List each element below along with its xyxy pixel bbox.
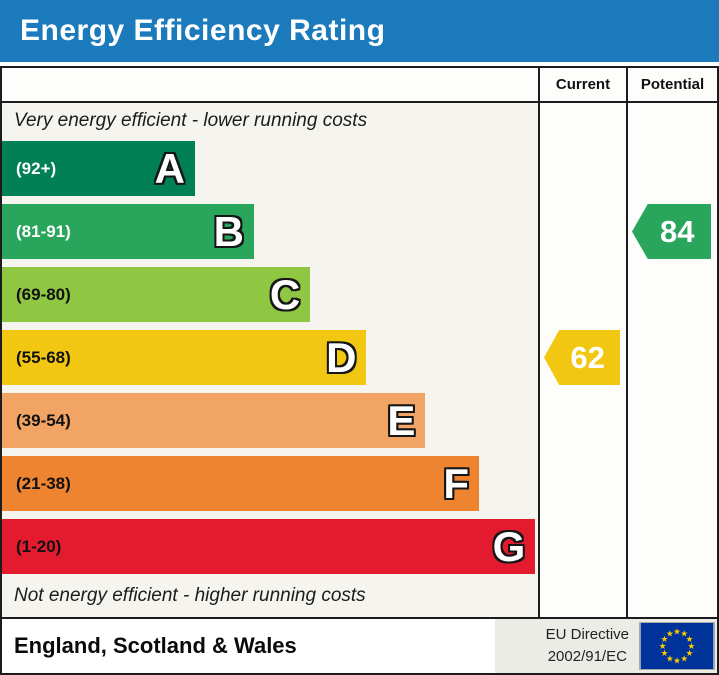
band-letter: D [326,333,357,381]
bottom-note: Not energy efficient - higher running co… [14,584,366,606]
band-range-label: (92+) [16,158,57,178]
potential-column-header: Potential [628,68,717,103]
potential-rating-column: 84 [628,103,717,619]
header-spacer-cell [2,68,540,103]
band-range-label: (69-80) [16,284,71,304]
band-letter: E [387,396,416,444]
svg-text:★: ★ [686,649,694,659]
band-bar: (39-54) E [2,393,426,448]
band-list: (92+) A (81-91) B (69-80) C (55-68) D (3… [2,141,538,574]
current-rating-arrow: 62 [544,330,620,385]
region-label: England, Scotland & Wales [14,633,297,658]
title-bar: Energy Efficiency Rating [0,0,719,62]
band-range-label: (1-20) [16,536,62,556]
band-bar: (69-80) C [2,267,311,322]
eu-directive-line2: 2002/91/EC [547,648,627,665]
band-bar: (1-20) G [2,519,536,574]
eu-directive-text: EU Directive 2002/91/EC [546,624,629,668]
svg-text:★: ★ [673,628,681,638]
svg-text:★: ★ [661,635,669,645]
page-title: Energy Efficiency Rating [20,14,386,47]
svg-text:★: ★ [686,635,694,645]
svg-text:★: ★ [673,656,681,666]
svg-text:★: ★ [680,655,688,665]
band-range-label: (81-91) [16,221,71,241]
band-letter: G [492,522,526,570]
band-row: (21-38) F [2,456,538,511]
eu-directive-line1: EU Directive [545,626,629,644]
band-row: (81-91) B [2,204,538,259]
band-letter: B [213,207,244,255]
svg-text:★: ★ [666,655,674,665]
current-column-header: Current [540,68,628,103]
current-rating-column: 62 [540,103,628,619]
band-row: (92+) A [2,141,538,196]
band-range-label: (55-68) [16,347,71,367]
band-row: (39-54) E [2,393,538,448]
eu-flag-icon: ★ ★ ★ ★ ★ ★ ★ ★ ★ ★ ★ ★ [639,622,715,670]
current-rating-value: 62 [570,339,605,375]
top-note: Very energy efficient - lower running co… [14,109,368,131]
potential-rating-arrow: 84 [632,204,711,259]
band-row: (55-68) D [2,330,538,385]
band-bar: (21-38) F [2,456,480,511]
band-letter: A [154,144,185,192]
band-row: (1-20) G [2,519,538,574]
epc-rating-table: Current Potential Very energy efficient … [0,66,719,675]
bands-chart-area: Very energy efficient - lower running co… [2,103,540,619]
band-bar: (81-91) B [2,204,254,259]
band-range-label: (21-38) [16,473,71,493]
band-bar: (92+) A [2,141,195,196]
eu-directive-panel: EU Directive 2002/91/EC ★ ★ ★ ★ ★ ★ ★ ★ … [495,619,717,673]
svg-text:★: ★ [688,642,696,652]
svg-text:★: ★ [661,649,669,659]
band-row: (69-80) C [2,267,538,322]
band-bar: (55-68) D [2,330,367,385]
svg-text:★: ★ [659,642,667,652]
footer: England, Scotland & Wales EU Directive 2… [2,619,717,673]
svg-text:★: ★ [680,630,688,640]
band-letter: F [443,459,470,507]
band-range-label: (39-54) [16,410,71,430]
band-letter: C [269,270,301,318]
potential-rating-value: 84 [660,213,695,249]
svg-text:★: ★ [666,630,674,640]
